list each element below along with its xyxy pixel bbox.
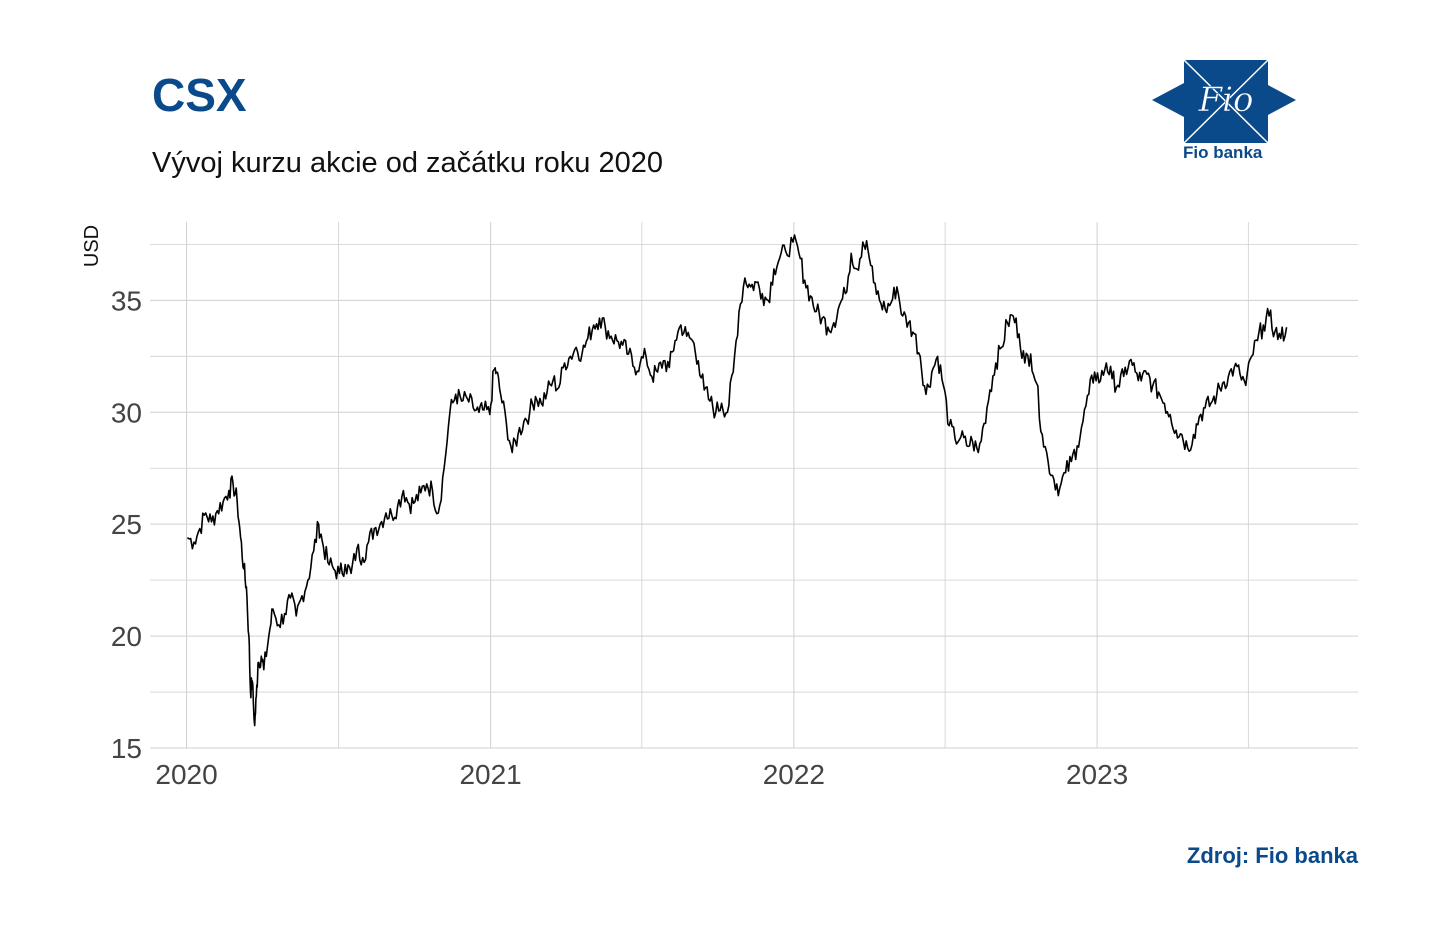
x-tick-label: 2020 [155,759,217,790]
y-tick-label: 20 [111,621,142,652]
chart-title: CSX [152,69,247,121]
series-layer [186,234,1288,727]
y-axis-label: USD [81,225,103,267]
x-tick-label: 2021 [459,759,521,790]
y-tick-label: 30 [111,397,142,428]
logo-mark-text: Fio [1198,80,1254,120]
y-tick-label: 15 [111,733,142,764]
grid-layer [150,222,1358,749]
x-tick-label: 2022 [763,759,825,790]
x-tick-label: 2023 [1066,759,1128,790]
chart-subtitle: Vývoj kurzu akcie od začátku roku 2020 [152,147,663,179]
source-note: Zdroj: Fio banka [1186,843,1358,868]
y-tick-label: 35 [111,285,142,316]
y-tick-label: 25 [111,509,142,540]
logo-brand-name: Fio banka [1183,143,1263,162]
axis-layer: 15 20 25 30 35 2020 2021 2022 2023 USD [81,225,1128,790]
price-series-line [186,234,1288,727]
fio-logo-icon: Fio [1152,59,1296,144]
